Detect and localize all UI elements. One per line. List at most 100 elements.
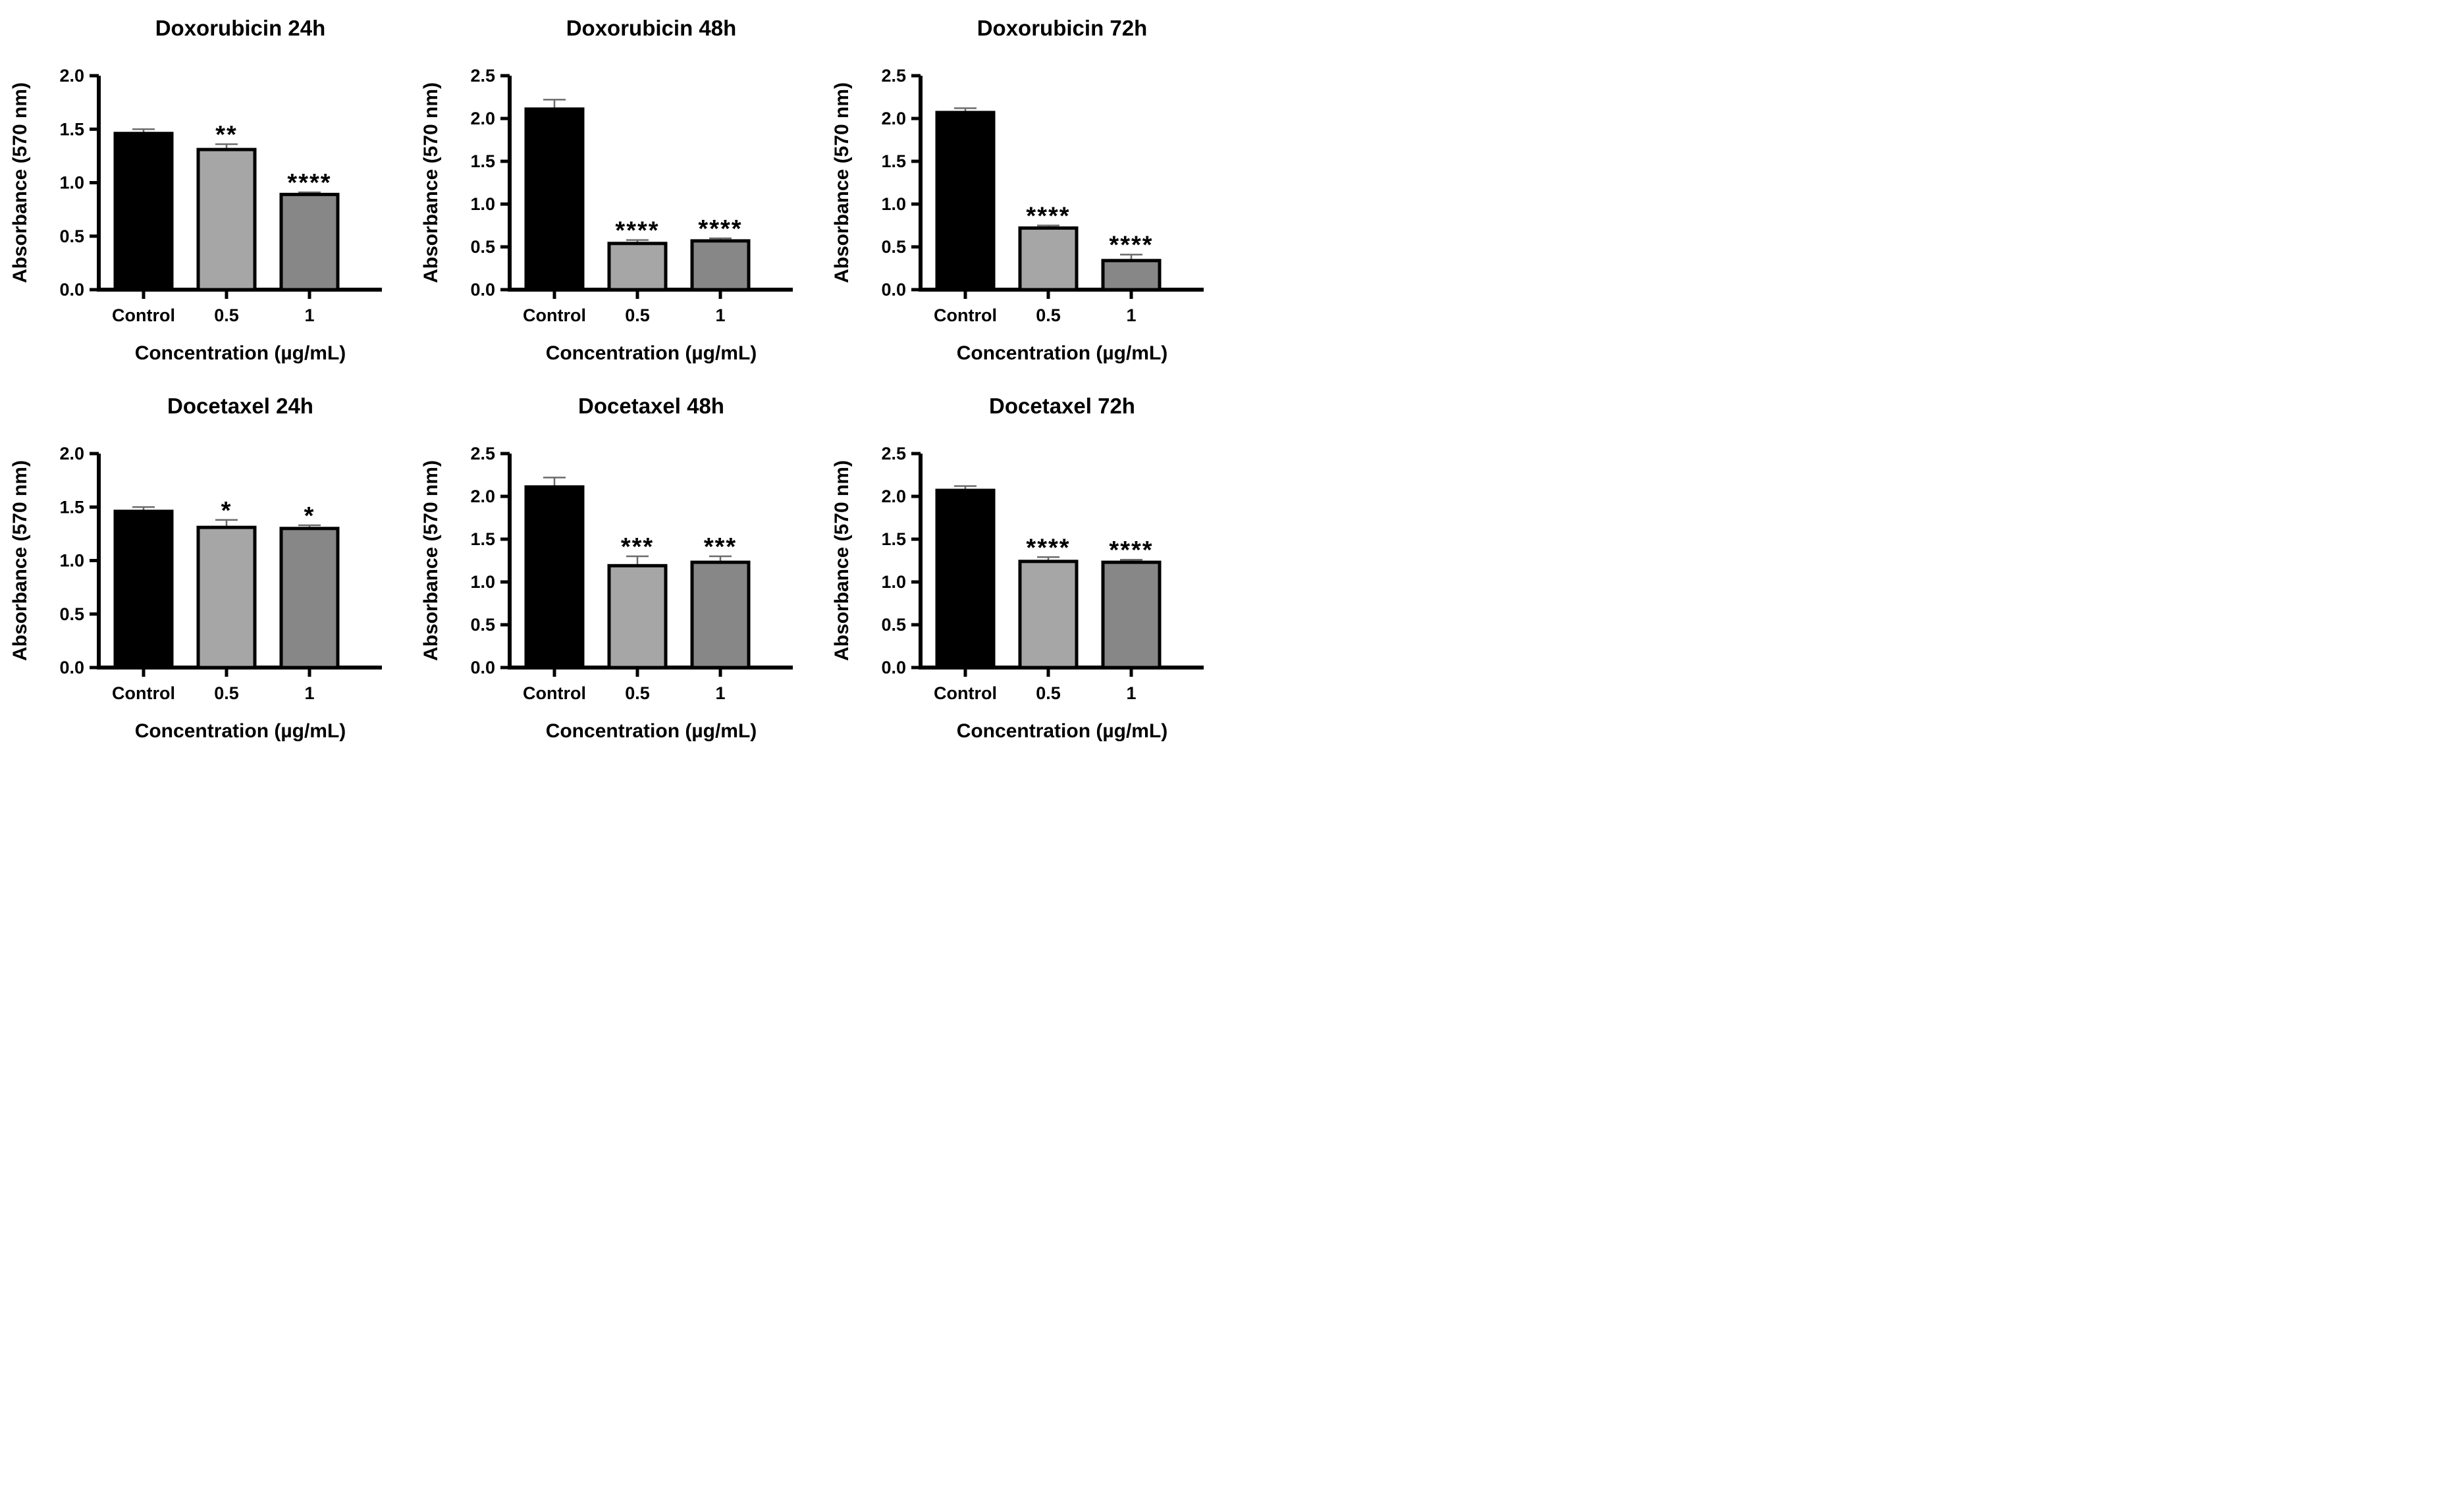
bar-0-5	[1018, 226, 1079, 292]
y-tick-label: 0.0	[470, 658, 495, 677]
chart-plot-area: 0.0 0.5 1.0 1.5 2.0 2.5 Control **** 0.5 **** 1 Con…	[411, 46, 822, 378]
significance-stars: ****	[1026, 203, 1070, 230]
y-tick-label: 1.0	[59, 173, 84, 193]
y-tick-label: 1.5	[881, 529, 906, 549]
chart-canvas: 0.0 0.5 1.0 1.5 2.0 Control * 0.5 * 1 Concentratio…	[9, 444, 382, 742]
y-tick-label: 2.0	[59, 66, 84, 86]
significance-stars: ****	[287, 169, 331, 197]
significance-stars: ****	[698, 215, 742, 243]
x-tick-label: 0.5	[214, 305, 239, 325]
y-tick-label: 0.5	[59, 226, 84, 246]
y-tick-label: 2.5	[881, 444, 906, 463]
significance-stars: ****	[1109, 232, 1153, 259]
bar-control	[524, 485, 585, 670]
y-tick-label: 1.5	[881, 151, 906, 171]
x-tick-label: 1	[715, 683, 725, 703]
x-axis-label: Concentration (µg/mL)	[546, 720, 757, 742]
x-tick-label: Control	[934, 305, 997, 325]
y-tick-label: 2.0	[470, 109, 495, 128]
chart-title: Doxorubicin 72h	[977, 16, 1148, 40]
x-tick-label: 0.5	[625, 305, 650, 325]
x-tick-label: 1	[1126, 305, 1136, 325]
chart-title: Docetaxel 48h	[578, 394, 724, 418]
chart-title: Docetaxel 24h	[167, 394, 313, 418]
significance-stars: ****	[1026, 534, 1070, 562]
y-tick-label: 0.5	[59, 604, 84, 624]
x-tick-label: Control	[523, 305, 586, 325]
x-axis-label: Concentration (µg/mL)	[957, 720, 1168, 742]
significance-stars: **	[215, 121, 238, 149]
x-tick-label: 1	[1126, 683, 1136, 703]
bar-1	[279, 527, 340, 670]
significance-stars: ***	[704, 533, 737, 561]
x-tick-label: Control	[112, 683, 175, 703]
x-tick-label: 1	[304, 305, 314, 325]
chart-plot-area: 0.0 0.5 1.0 1.5 2.0 2.5 Control **** 0.5 **** 1 Con…	[822, 46, 1233, 378]
chart-tile-doxorubicin-72h: Doxorubicin 72h 0.0 0.5 1.0 1.5 2.0 2.5 Contro…	[822, 0, 1233, 378]
chart-canvas: 0.0 0.5 1.0 1.5 2.0 2.5 Control **** 0.5 **** 1 Con…	[831, 66, 1204, 364]
chart-tile-docetaxel-72h: Docetaxel 72h 0.0 0.5 1.0 1.5 2.0 2.5 Control *…	[822, 378, 1233, 756]
x-tick-label: Control	[112, 305, 175, 325]
significance-stars: ****	[1109, 537, 1153, 564]
y-tick-label: 0.0	[881, 280, 906, 300]
chart-plot-area: 0.0 0.5 1.0 1.5 2.0 Control ** 0.5 **** 1 Concentr…	[0, 46, 411, 378]
y-tick-label: 0.5	[470, 615, 495, 635]
y-axis-label: Absorbance (570 nm)	[420, 82, 442, 283]
bar-control	[524, 107, 585, 292]
y-axis-label: Absorbance (570 nm)	[420, 460, 442, 661]
bar-0-5	[196, 147, 257, 292]
bar-0-5	[196, 525, 257, 670]
bar-0-5	[607, 242, 668, 292]
chart-plot-area: 0.0 0.5 1.0 1.5 2.0 2.5 Control **** 0.5 **** 1 Con…	[822, 424, 1233, 756]
bar-control	[935, 111, 996, 292]
y-tick-label: 0.5	[470, 237, 495, 257]
x-tick-label: 0.5	[1036, 683, 1061, 703]
y-tick-label: 1.5	[470, 151, 495, 171]
y-tick-label: 2.0	[881, 487, 906, 506]
bar-0-5	[607, 564, 668, 670]
y-tick-label: 1.0	[470, 194, 495, 214]
y-tick-label: 2.5	[470, 444, 495, 463]
chart-title: Docetaxel 72h	[989, 394, 1135, 418]
x-tick-label: 0.5	[214, 683, 239, 703]
y-axis-label: Absorbance (570 nm)	[9, 82, 31, 283]
y-tick-label: 0.5	[881, 237, 906, 257]
chart-tile-docetaxel-24h: Docetaxel 24h 0.0 0.5 1.0 1.5 2.0 Control * 0.5…	[0, 378, 411, 756]
bar-1	[690, 560, 751, 670]
y-axis-label: Absorbance (570 nm)	[831, 82, 853, 283]
x-tick-label: 1	[304, 683, 314, 703]
chart-plot-area: 0.0 0.5 1.0 1.5 2.0 Control * 0.5 * 1 Concentratio…	[0, 424, 411, 756]
chart-plot-area: 0.0 0.5 1.0 1.5 2.0 2.5 Control *** 0.5 *** 1 Conce…	[411, 424, 822, 756]
y-tick-label: 2.0	[470, 487, 495, 506]
y-tick-label: 0.0	[470, 280, 495, 300]
y-axis-label: Absorbance (570 nm)	[9, 460, 31, 661]
y-tick-label: 1.0	[470, 572, 495, 592]
x-axis-label: Concentration (µg/mL)	[957, 342, 1168, 364]
bar-1	[279, 192, 340, 292]
y-tick-label: 1.0	[881, 572, 906, 592]
y-tick-label: 1.5	[59, 119, 84, 139]
chart-title: Doxorubicin 48h	[566, 16, 737, 40]
significance-stars: ****	[615, 217, 659, 245]
x-tick-label: 1	[715, 305, 725, 325]
significance-stars: *	[221, 497, 232, 525]
bar-1	[1101, 560, 1162, 670]
x-axis-label: Concentration (µg/mL)	[135, 342, 346, 364]
bar-control	[113, 510, 174, 670]
y-tick-label: 0.5	[881, 615, 906, 635]
y-tick-label: 2.5	[881, 66, 906, 86]
y-tick-label: 0.0	[59, 280, 84, 300]
y-tick-label: 0.0	[881, 658, 906, 677]
x-tick-label: Control	[934, 683, 997, 703]
chart-tile-doxorubicin-48h: Doxorubicin 48h 0.0 0.5 1.0 1.5 2.0 2.5 Contro…	[411, 0, 822, 378]
chart-tile-doxorubicin-24h: Doxorubicin 24h 0.0 0.5 1.0 1.5 2.0 Control **…	[0, 0, 411, 378]
chart-canvas: 0.0 0.5 1.0 1.5 2.0 2.5 Control **** 0.5 **** 1 Con…	[831, 444, 1204, 742]
x-tick-label: 0.5	[1036, 305, 1061, 325]
chart-tile-docetaxel-48h: Docetaxel 48h 0.0 0.5 1.0 1.5 2.0 2.5 Control *…	[411, 378, 822, 756]
x-tick-label: 0.5	[625, 683, 650, 703]
y-tick-label: 2.0	[881, 109, 906, 128]
bar-0-5	[1018, 560, 1079, 670]
significance-stars: *	[304, 502, 315, 530]
y-tick-label: 2.0	[59, 444, 84, 463]
y-tick-label: 1.0	[881, 194, 906, 214]
